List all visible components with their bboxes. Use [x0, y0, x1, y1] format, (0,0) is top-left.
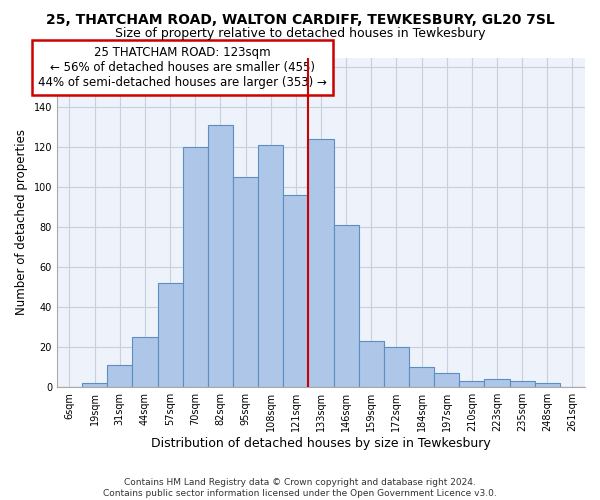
Text: 25, THATCHAM ROAD, WALTON CARDIFF, TEWKESBURY, GL20 7SL: 25, THATCHAM ROAD, WALTON CARDIFF, TEWKE…	[46, 12, 554, 26]
Text: 25 THATCHAM ROAD: 123sqm
← 56% of detached houses are smaller (455)
44% of semi-: 25 THATCHAM ROAD: 123sqm ← 56% of detach…	[38, 46, 327, 89]
Bar	[384, 347, 409, 387]
Bar	[82, 383, 107, 387]
Bar	[208, 126, 233, 387]
Bar	[258, 146, 283, 387]
Bar	[182, 148, 208, 387]
Bar	[535, 383, 560, 387]
Bar	[133, 338, 158, 387]
Bar	[484, 379, 509, 387]
Bar	[334, 226, 359, 387]
Bar	[158, 284, 182, 387]
Bar	[283, 196, 308, 387]
Bar	[359, 341, 384, 387]
Bar	[409, 367, 434, 387]
Text: Size of property relative to detached houses in Tewkesbury: Size of property relative to detached ho…	[115, 28, 485, 40]
Y-axis label: Number of detached properties: Number of detached properties	[15, 130, 28, 316]
Bar	[107, 365, 133, 387]
Bar	[509, 381, 535, 387]
Bar	[233, 178, 258, 387]
Bar	[308, 140, 334, 387]
Bar	[459, 381, 484, 387]
X-axis label: Distribution of detached houses by size in Tewkesbury: Distribution of detached houses by size …	[151, 437, 491, 450]
Text: Contains HM Land Registry data © Crown copyright and database right 2024.
Contai: Contains HM Land Registry data © Crown c…	[103, 478, 497, 498]
Bar	[434, 373, 459, 387]
